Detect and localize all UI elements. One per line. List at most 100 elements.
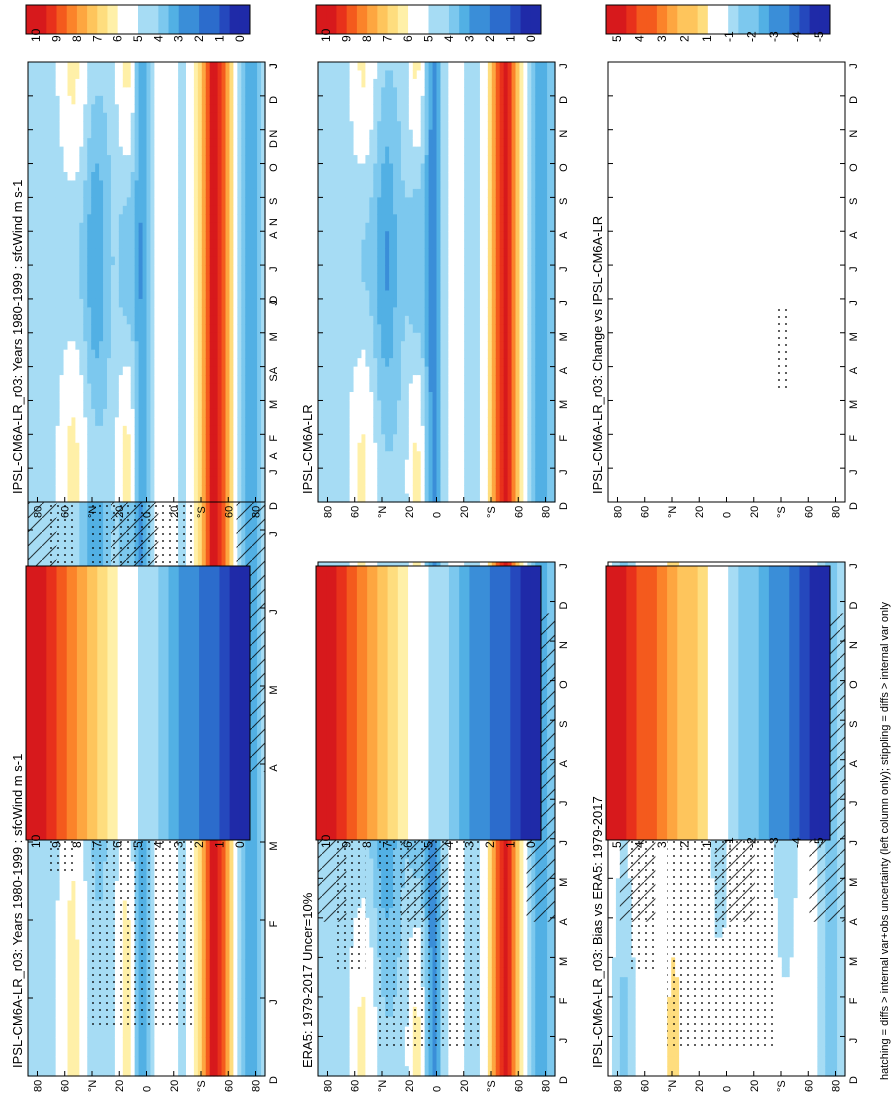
heat-cell xyxy=(59,383,65,393)
heat-cell xyxy=(146,392,152,402)
heat-cell xyxy=(118,70,124,80)
heat-cell xyxy=(150,459,155,469)
heat-cell xyxy=(75,939,80,960)
heat-cell xyxy=(59,434,65,444)
heat-cell xyxy=(43,978,49,999)
heat-cell xyxy=(51,417,57,427)
heat-cell xyxy=(193,920,199,941)
heat-cell xyxy=(158,197,163,207)
heat-cell xyxy=(138,172,144,182)
heat-cell xyxy=(229,861,234,882)
heat-cell xyxy=(126,205,132,215)
heat-cell xyxy=(103,324,108,334)
heat-cell xyxy=(79,138,84,148)
heat-cell xyxy=(118,188,124,198)
heat-cell xyxy=(91,307,96,317)
heat-cell xyxy=(28,78,33,88)
heat-cell xyxy=(130,408,136,418)
heat-cell xyxy=(170,1017,175,1038)
heat-cell xyxy=(31,290,37,300)
heat-cell xyxy=(154,104,159,114)
heat-cell xyxy=(134,459,140,469)
heat-cell xyxy=(95,222,100,232)
heat-cell xyxy=(253,842,258,863)
heat-cell xyxy=(107,1037,112,1058)
heat-cell xyxy=(118,298,124,308)
heat-cell xyxy=(51,493,57,503)
heat-cell xyxy=(51,265,57,275)
heat-cell xyxy=(110,265,116,275)
heat-cell xyxy=(47,112,53,122)
heat-cell xyxy=(107,163,112,173)
heat-cell xyxy=(31,417,37,427)
heat-cell xyxy=(87,222,92,232)
heat-cell xyxy=(103,459,108,469)
heat-cell xyxy=(67,459,73,469)
heat-cell xyxy=(122,197,128,207)
heat-cell xyxy=(91,451,96,461)
heat-cell xyxy=(114,95,120,105)
heat-cell xyxy=(71,939,76,960)
heat-cell xyxy=(138,231,144,241)
heat-cell xyxy=(158,62,163,72)
heat-cell xyxy=(75,408,80,418)
heat-cell xyxy=(51,459,57,469)
heat-cell xyxy=(51,282,57,292)
heat-cell xyxy=(142,1056,148,1077)
heat-cell xyxy=(31,358,37,368)
heat-cell xyxy=(83,425,88,435)
heat-cell xyxy=(221,900,227,921)
heat-cell xyxy=(83,549,88,570)
heat-cell xyxy=(150,155,155,165)
heat-cell xyxy=(257,998,262,1019)
heat-cell xyxy=(138,239,144,249)
heat-cell xyxy=(91,214,96,224)
heat-cell xyxy=(51,392,57,402)
heat-cell xyxy=(142,425,148,435)
heat-cell xyxy=(87,476,92,486)
heat-cell xyxy=(83,842,88,863)
heat-cell xyxy=(67,95,73,105)
heat-cell xyxy=(130,375,136,385)
heat-cell xyxy=(114,104,120,114)
heat-cell xyxy=(241,978,246,999)
heat-cell xyxy=(71,239,76,249)
heat-cell xyxy=(83,459,88,469)
heat-cell xyxy=(87,400,92,410)
heat-cell xyxy=(150,138,155,148)
heat-cell xyxy=(126,442,132,452)
heat-cell xyxy=(47,172,53,182)
heat-cell xyxy=(138,163,144,173)
heat-cell xyxy=(31,324,37,334)
heat-cell xyxy=(126,239,132,249)
heat-cell xyxy=(47,881,53,902)
heat-cell xyxy=(209,510,215,531)
heat-cell xyxy=(146,222,152,232)
heat-cell xyxy=(75,400,80,410)
heat-cell xyxy=(126,197,132,207)
heat-cell xyxy=(103,417,108,427)
heat-cell xyxy=(71,332,76,342)
heat-cell xyxy=(71,459,76,469)
heat-cell xyxy=(59,417,65,427)
heat-cell xyxy=(130,332,136,342)
heat-cell xyxy=(122,476,128,486)
heat-cell xyxy=(47,400,53,410)
heat-cell xyxy=(79,998,84,1019)
heat-cell xyxy=(51,248,57,258)
heat-cell xyxy=(71,485,76,495)
heat-cell xyxy=(150,163,155,173)
heat-cell xyxy=(55,978,61,999)
heat-cell xyxy=(201,842,207,863)
heat-cell xyxy=(35,341,41,351)
heat-cell xyxy=(91,146,96,156)
heat-cell xyxy=(114,256,120,266)
heat-cell xyxy=(154,138,159,148)
heat-cell xyxy=(83,366,88,376)
heat-cell xyxy=(118,442,124,452)
heat-cell xyxy=(146,273,152,283)
heat-cell xyxy=(118,315,124,325)
heat-cell xyxy=(130,104,136,114)
heat-cell xyxy=(83,112,88,122)
heat-cell xyxy=(35,900,41,921)
